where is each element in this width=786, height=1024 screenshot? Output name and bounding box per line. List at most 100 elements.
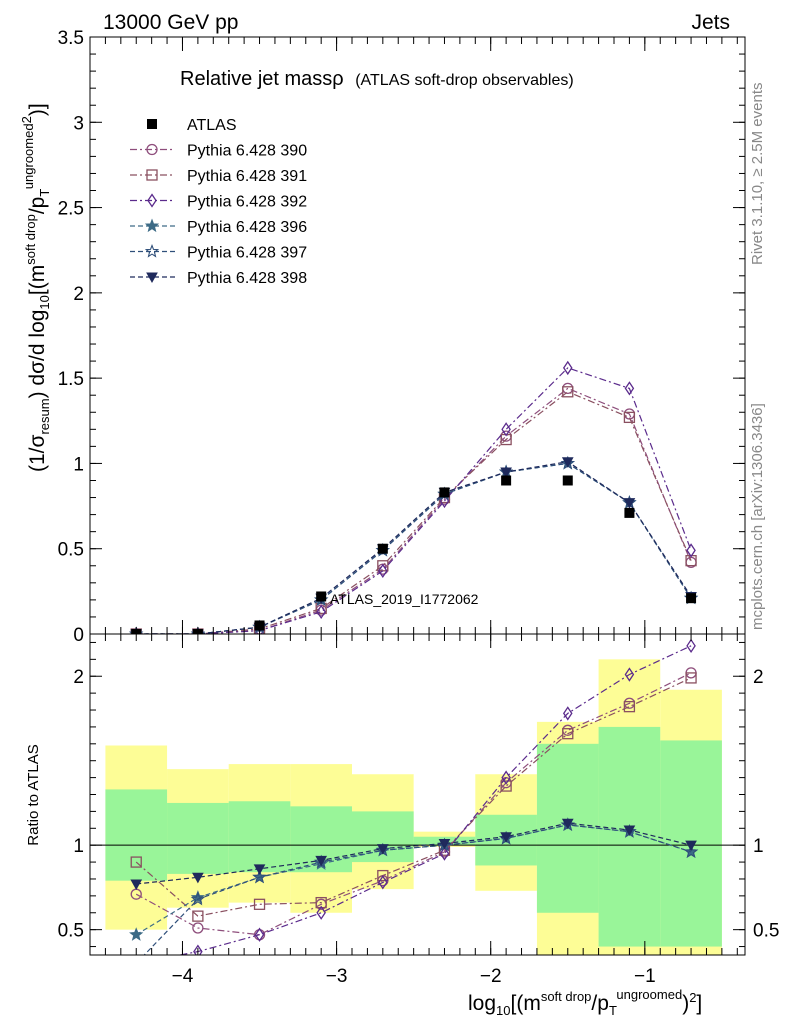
xlabel-open: [(m [511, 992, 541, 1015]
ratio-point [624, 667, 635, 682]
legend-marker [146, 169, 158, 181]
ratio-point [131, 957, 142, 968]
ylabel-sup1: soft drop [23, 214, 38, 265]
legend-marker [144, 243, 160, 258]
xlabel-sup1: soft drop [541, 989, 592, 1004]
ratio-point [315, 855, 328, 867]
legend-marker-data [147, 119, 157, 129]
data-point [377, 543, 388, 554]
ratio-point [623, 700, 636, 713]
ratio-uncertainty-bands [90, 659, 745, 955]
ylabel-pre: (1/σ [26, 434, 49, 472]
analysis-watermark: ATLAS_2019_I1772062 [330, 591, 479, 607]
y-tick-label: 0.5 [58, 540, 84, 561]
ratio-point [192, 910, 204, 922]
ratio-point [190, 891, 205, 906]
axes: 0 0.5 1 1.5 2 2.5 3 3.5 0.5 0.5 1 1 2 2 −4 −3 −2 −1 [58, 28, 780, 987]
ylabel-sub3: T [37, 189, 52, 197]
series-point [623, 498, 636, 509]
ratio-tick-label: 1 [73, 836, 84, 857]
ratio-point [500, 780, 512, 792]
series-line [136, 461, 692, 634]
xlabel-sub: 10 [496, 1003, 510, 1018]
series-point [686, 543, 696, 558]
series-point [623, 411, 636, 424]
series-point [562, 386, 574, 398]
ratio-line [135, 672, 692, 936]
ylabel-sub2: 10 [37, 295, 52, 309]
title-main: Relative jet massρ [180, 68, 344, 90]
data-point [624, 507, 635, 518]
ylabel-mid: ) dσ/d log [26, 310, 49, 399]
series-point [561, 457, 574, 468]
ratio-point [130, 879, 143, 891]
xlabel-sub2: T [609, 1003, 617, 1018]
band-green [167, 802, 229, 874]
xlabel-sup2: ungroomed [616, 987, 682, 1002]
ratio-point [190, 890, 206, 904]
y-axis-label-ratio: Ratio to ATLAS [25, 744, 42, 845]
ratio-tick-label-right: 2 [753, 667, 764, 688]
legend-marker [146, 272, 158, 284]
series-point [378, 563, 388, 579]
ratio-point [562, 706, 573, 721]
y-tick-label: 3.5 [58, 28, 84, 49]
ratio-tick-label: 2 [73, 667, 84, 688]
ratio-point [377, 869, 389, 882]
legend-label: Pythia 6.428 391 [187, 168, 307, 185]
band-green [598, 726, 661, 947]
legend: ATLAS Pythia 6.428 390 Pythia 6.428 391 Pyt… [130, 117, 307, 287]
rivet-label: Rivet 3.1.10, ≥ 2.5M events [749, 83, 766, 266]
series-point [500, 467, 512, 478]
legend-marker [146, 143, 158, 156]
ratio-line [143, 824, 692, 955]
ratio-point [130, 856, 142, 868]
legend-label-data: ATLAS [187, 117, 237, 134]
y-tick-label: 2 [73, 284, 84, 305]
band-green [228, 801, 291, 873]
y-tick-label: 0 [73, 625, 84, 646]
data-point [562, 475, 573, 486]
y-tick-label: 3 [73, 113, 84, 134]
x-tick-label: −1 [634, 966, 656, 987]
legend-label: Pythia 6.428 392 [187, 194, 307, 211]
data-point [254, 620, 265, 631]
ratio-point [254, 927, 265, 942]
ratio-point [685, 672, 697, 684]
ratio-point [500, 832, 512, 843]
ratio-point [439, 846, 450, 861]
ratio-point [623, 825, 636, 837]
ylabel-sup3: 2 [19, 116, 34, 123]
xlabel-close2: ] [696, 992, 702, 1015]
xlabel-mid: /p [591, 992, 609, 1015]
ratio-line [136, 822, 692, 885]
data-point [439, 487, 450, 498]
data-point [316, 591, 327, 602]
ratio-line [176, 645, 692, 955]
xlabel-base: log [468, 992, 496, 1015]
x-tick-label: −3 [326, 966, 348, 987]
ratio-point [561, 818, 574, 830]
header-energy: 13000 GeV pp [103, 11, 238, 34]
title-sub: (ATLAS soft-drop observables) [355, 72, 573, 89]
ylabel-sup2: ungroomed [21, 123, 36, 189]
ratio-point [316, 905, 326, 920]
ylabel-close: )] [26, 103, 49, 116]
ylabel-sub: resum [37, 398, 52, 434]
y-tick-label: 1.5 [58, 369, 84, 390]
ratio-point [253, 864, 266, 875]
legend-label: Pythia 6.428 396 [187, 219, 307, 236]
ratio-tick-label-right: 1 [753, 836, 764, 857]
ratio-point [253, 898, 266, 910]
ratio-point [132, 957, 140, 969]
x-tick-label: −4 [172, 966, 194, 987]
header-category: Jets [691, 11, 730, 34]
x-axis-label: log10[(msoft drop/pTungroomed)2] [468, 987, 702, 1018]
ratio-point [501, 770, 511, 785]
y-axis-label-main: (1/σresum) dσ/d log10[(msoft drop/pTungr… [19, 103, 52, 472]
band-green [105, 789, 168, 881]
chart-title: Relative jet massρ (ATLAS soft-drop obse… [180, 68, 574, 90]
ratio-point [192, 922, 204, 934]
data-point [501, 475, 512, 486]
